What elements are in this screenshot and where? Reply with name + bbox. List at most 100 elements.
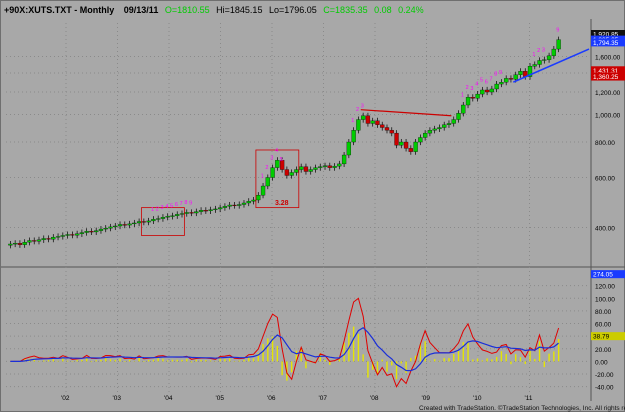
candle bbox=[408, 145, 413, 155]
osc-tick-label: 0.00 bbox=[595, 359, 608, 366]
candle-body bbox=[94, 230, 99, 233]
x-tick-label: '07 bbox=[319, 395, 328, 402]
candle-body bbox=[256, 195, 261, 201]
candle bbox=[437, 124, 442, 133]
candle-body bbox=[518, 71, 523, 75]
candle bbox=[246, 198, 251, 207]
sequence-count-label: 4 bbox=[165, 204, 168, 210]
candle bbox=[241, 199, 247, 208]
candle-body bbox=[327, 165, 332, 168]
price-tick-label: 1,600.00 bbox=[595, 55, 621, 62]
candle-body bbox=[51, 236, 56, 240]
candle-body bbox=[55, 236, 61, 238]
candle-body bbox=[170, 215, 175, 217]
candle-body bbox=[98, 228, 104, 231]
candle bbox=[260, 182, 266, 199]
candle bbox=[465, 94, 471, 109]
candle bbox=[237, 201, 242, 209]
candle bbox=[427, 127, 433, 137]
candle bbox=[8, 240, 13, 249]
candle-body bbox=[203, 210, 208, 212]
candle-body bbox=[27, 240, 32, 243]
oscillator-pane[interactable] bbox=[10, 297, 560, 388]
candle bbox=[375, 117, 380, 128]
candle bbox=[446, 120, 452, 128]
candle-body bbox=[508, 78, 514, 80]
candle-body bbox=[532, 64, 537, 67]
highlight-box bbox=[141, 207, 185, 236]
sequence-count-label: 3 bbox=[542, 47, 545, 53]
candle bbox=[480, 86, 485, 98]
candle bbox=[313, 164, 318, 173]
sequence-count-label: 3 bbox=[161, 205, 164, 211]
x-tick-label: '11 bbox=[525, 395, 533, 402]
candle-body bbox=[79, 232, 85, 234]
candle bbox=[136, 218, 142, 227]
resistance-trendline bbox=[360, 109, 452, 117]
candle-body bbox=[89, 231, 94, 233]
candle bbox=[461, 101, 466, 117]
symbol-title: +90X:XUTS.TXT - Monthly bbox=[4, 5, 115, 15]
candle bbox=[103, 225, 108, 233]
candle-body bbox=[337, 163, 342, 167]
osc-badge-label: 38.79 bbox=[593, 334, 610, 341]
sequence-count-label: 1 bbox=[351, 118, 354, 124]
candle bbox=[499, 79, 504, 88]
osc-tick-label: 120.00 bbox=[595, 284, 615, 291]
sequence-count-label: 7 bbox=[489, 77, 492, 83]
candle-body bbox=[422, 132, 428, 138]
candle bbox=[203, 207, 208, 214]
candle bbox=[60, 232, 65, 240]
candle bbox=[98, 226, 104, 234]
sequence-count-label: 3 bbox=[361, 103, 364, 109]
candle bbox=[384, 124, 390, 134]
candle-body bbox=[265, 177, 270, 187]
candle bbox=[275, 157, 280, 171]
candle bbox=[456, 110, 461, 123]
candle bbox=[542, 56, 547, 64]
candle-body bbox=[394, 132, 399, 146]
candle bbox=[389, 127, 394, 137]
candle bbox=[403, 138, 409, 152]
candle-body bbox=[22, 242, 27, 245]
candle bbox=[546, 52, 552, 63]
candle-body bbox=[151, 219, 156, 222]
axes: 1,600.001,400.001,200.001,000.00800.0060… bbox=[61, 29, 625, 402]
price-tick-label: 1,200.00 bbox=[595, 90, 621, 97]
candle-body bbox=[74, 233, 80, 236]
open-value: O=1810.55 bbox=[164, 5, 210, 15]
candle-body bbox=[494, 83, 499, 90]
candle bbox=[337, 160, 342, 170]
candle-body bbox=[113, 225, 118, 228]
candle-body bbox=[198, 210, 204, 212]
candle bbox=[356, 116, 361, 134]
candle-body bbox=[427, 130, 433, 134]
x-tick-label: '08 bbox=[370, 395, 379, 402]
x-tick-label: '02 bbox=[61, 395, 70, 402]
candle-body bbox=[146, 220, 151, 223]
candle-body bbox=[546, 55, 552, 60]
candle-body bbox=[318, 166, 323, 168]
candle-body bbox=[399, 141, 404, 146]
candle-body bbox=[475, 93, 480, 99]
annotation-label: 3.28 bbox=[275, 200, 289, 207]
candle bbox=[84, 228, 89, 236]
osc-tick-label: -40.00 bbox=[595, 385, 614, 392]
candle-body bbox=[213, 208, 218, 210]
change-pct-value: 0.24% bbox=[398, 5, 424, 15]
candle bbox=[184, 209, 189, 217]
candle bbox=[141, 218, 146, 226]
sequence-count-label: 1 bbox=[151, 207, 154, 213]
candle bbox=[394, 130, 399, 149]
osc-tick-label: -20.00 bbox=[595, 372, 614, 379]
candle-body bbox=[132, 222, 137, 225]
candle bbox=[532, 61, 537, 70]
candle bbox=[175, 211, 180, 219]
candle bbox=[208, 206, 213, 214]
candle bbox=[70, 231, 75, 239]
candle bbox=[332, 163, 337, 171]
candle bbox=[308, 166, 313, 175]
